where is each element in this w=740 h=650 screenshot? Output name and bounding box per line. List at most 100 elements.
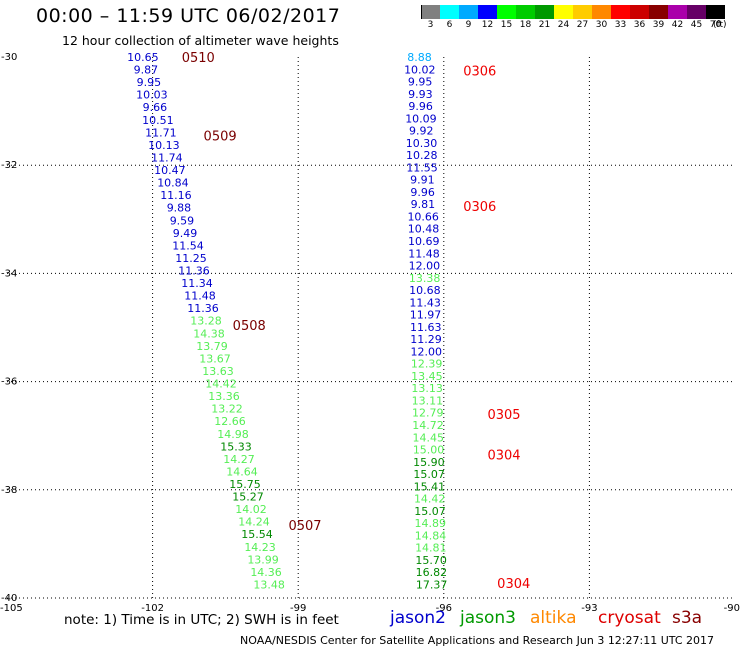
wave-height-value: 9.93 (408, 88, 433, 101)
wave-height-value: 11.34 (181, 277, 213, 290)
wave-height-value: 15.00 (413, 444, 445, 457)
wave-height-value: 9.91 (410, 174, 435, 187)
scale-bin: 21 (535, 5, 554, 31)
scale-label: 15 (500, 20, 513, 30)
y-tick-label: -40 (1, 593, 17, 604)
wave-height-value: 14.24 (238, 516, 270, 529)
wave-height-value: 10.28 (406, 149, 438, 162)
scale-label: 70 (709, 20, 722, 30)
x-tick-label: -96 (436, 603, 452, 614)
wave-height-value: 17.37 (416, 578, 448, 591)
wave-height-value: 10.48 (408, 223, 440, 236)
y-tick-label: -30 (1, 52, 17, 63)
wave-height-value: 12.66 (214, 415, 246, 428)
y-tick-label: -32 (1, 160, 17, 171)
wave-height-value: 14.38 (193, 327, 225, 340)
scale-bin: 27 (573, 5, 592, 31)
wave-height-value: 11.71 (145, 126, 177, 139)
pass-time-label: 0508 (233, 319, 266, 334)
wave-height-value: 15.90 (413, 456, 445, 469)
wave-height-value: 11.36 (187, 302, 219, 315)
scale-bin: 6 (440, 5, 459, 31)
wave-height-value: 14.64 (226, 465, 258, 478)
wave-height-value: 10.65 (127, 51, 159, 64)
color-scale-unit: (ft) (713, 20, 727, 30)
scale-label: 27 (576, 20, 589, 30)
scale-bin: 12 (478, 5, 497, 31)
scale-bin: 33 (611, 5, 630, 31)
wave-height-value: 9.92 (409, 125, 434, 138)
scale-label: 30 (595, 20, 608, 30)
wave-height-value: 11.97 (410, 309, 442, 322)
wave-height-value: 9.81 (411, 198, 436, 211)
wave-height-value: 11.55 (406, 161, 438, 174)
wave-height-value: 14.42 (414, 493, 446, 506)
wave-height-value: 13.13 (411, 382, 443, 395)
wave-height-value: 10.51 (142, 114, 174, 127)
wave-height-value: 10.30 (406, 137, 438, 150)
wave-height-value: 13.99 (247, 553, 279, 566)
scale-swatch (687, 5, 706, 19)
chart-title: 00:00 – 11:59 UTC 06/02/2017 (36, 5, 341, 27)
scale-bin: 3 (420, 5, 441, 31)
wave-height-value: 12.00 (411, 345, 443, 358)
legend-item-altika: altika (530, 608, 577, 628)
scale-swatch (478, 5, 497, 19)
legend-item-jason3: jason3 (460, 608, 516, 628)
chart-subtitle: 12 hour collection of altimeter wave hei… (62, 33, 339, 48)
wave-height-value: 14.02 (235, 503, 267, 516)
scale-label: 39 (652, 20, 665, 30)
wave-height-value: 9.59 (170, 214, 195, 227)
scale-label: 24 (557, 20, 570, 30)
wave-height-value: 11.63 (410, 321, 442, 334)
legend-item-jason2: jason2 (390, 608, 446, 628)
wave-height-value: 15.07 (414, 505, 446, 518)
scale-bin: 24 (554, 5, 573, 31)
wave-height-value: 11.25 (175, 252, 207, 265)
wave-height-value: 14.42 (205, 378, 237, 391)
scale-label: 18 (519, 20, 532, 30)
scale-label: 33 (614, 20, 627, 30)
pass-time-label: 0304 (497, 577, 530, 592)
scale-label: 3 (427, 20, 434, 30)
scale-swatch (573, 5, 592, 19)
scale-label: 42 (671, 20, 684, 30)
pass-time-label: 0507 (288, 519, 321, 534)
wave-height-value: 9.95 (137, 76, 162, 89)
wave-height-value: 12.79 (412, 407, 444, 420)
x-tick-label: -99 (290, 603, 306, 614)
wave-height-value: 10.69 (408, 235, 440, 248)
scale-bin: 36 (630, 5, 649, 31)
scale-label: 9 (465, 20, 472, 30)
scale-bin: 45 (687, 5, 706, 31)
scale-swatch (649, 5, 668, 19)
y-tick-label: -38 (1, 485, 17, 496)
x-tick-label: -105 (0, 603, 23, 614)
scale-bin: 30 (592, 5, 611, 31)
footer-note: note: 1) Time is in UTC; 2) SWH is in fe… (64, 612, 339, 628)
wave-height-value: 14.84 (415, 529, 447, 542)
wave-height-value: 9.66 (143, 101, 168, 114)
pass-time-label: 0304 (487, 449, 520, 464)
credit-line: NOAA/NESDIS Center for Satellite Applica… (240, 634, 715, 647)
scale-label: 36 (633, 20, 646, 30)
wave-height-value: 13.28 (190, 315, 222, 328)
wave-height-value: 13.45 (411, 370, 443, 383)
wave-height-value: 13.67 (199, 352, 231, 365)
legend-item-s3a: s3a (672, 608, 703, 628)
scale-swatch (459, 5, 478, 19)
wave-height-value: 13.79 (196, 340, 228, 353)
wave-height-value: 15.75 (229, 478, 261, 491)
scale-swatch (706, 5, 725, 19)
wave-height-value: 10.66 (407, 210, 439, 223)
wave-height-value: 15.54 (241, 528, 273, 541)
wave-height-value: 10.84 (157, 177, 189, 190)
color-scale: 3 6 9 12 15 18 21 24 27 30 33 36 39 42 45 70 (420, 5, 725, 31)
wave-height-value: 12.00 (409, 260, 441, 273)
wave-height-value: 14.23 (244, 541, 276, 554)
wave-height-value: 10.02 (404, 63, 436, 76)
wave-height-value: 15.33 (220, 440, 252, 453)
pass-time-label: 0510 (182, 51, 215, 66)
scale-label: 12 (481, 20, 494, 30)
wave-height-value: 11.29 (410, 333, 442, 346)
